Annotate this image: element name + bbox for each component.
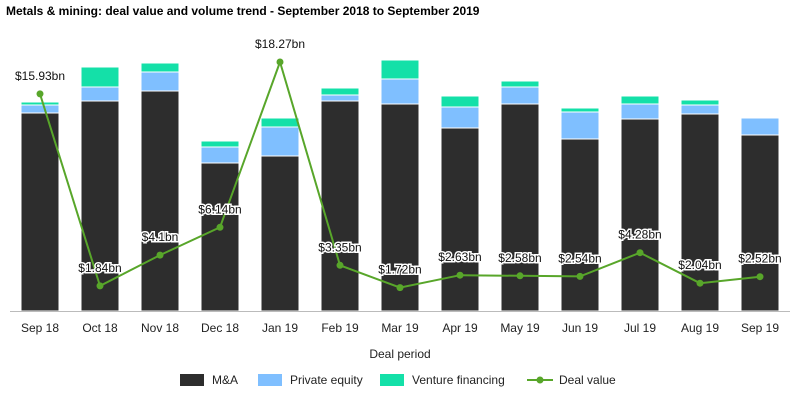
deal-value-label: $4.1bn [142, 230, 179, 244]
deal-value-point [696, 279, 704, 287]
bar-m-a [500, 103, 540, 312]
bar-m-a [200, 162, 240, 312]
x-tick-label: Jan 19 [262, 321, 298, 335]
bar-private-equity [560, 111, 600, 140]
bar-venture-financing [260, 117, 300, 128]
bar-private-equity [20, 104, 60, 114]
bar-venture-financing [20, 101, 60, 106]
bar-venture-financing [740, 116, 780, 119]
bar-venture-financing [620, 95, 660, 105]
x-tick-label: Feb 19 [321, 321, 359, 335]
deal-value-label: $2.58bn [498, 251, 541, 265]
x-tick-label: Aug 19 [681, 321, 719, 335]
x-tick-label: Jun 19 [562, 321, 598, 335]
bar-m-a [320, 100, 360, 312]
deal-value-label: $2.04bn [678, 258, 721, 272]
x-tick-label: Mar 19 [381, 321, 419, 335]
bar-m-a [260, 155, 300, 312]
legend-swatch [180, 374, 204, 386]
bar-private-equity [440, 106, 480, 129]
bar-private-equity [200, 146, 240, 164]
legend-label: Private equity [290, 373, 363, 387]
bar-venture-financing [200, 140, 240, 148]
bar-venture-financing [80, 66, 120, 88]
x-tick-label: Jul 19 [624, 321, 656, 335]
deal-value-label: $1.72bn [378, 263, 421, 277]
bar-venture-financing [320, 87, 360, 96]
deal-value-point [456, 271, 464, 279]
x-tick-label: Apr 19 [442, 321, 478, 335]
bar-private-equity [320, 94, 360, 102]
bar-venture-financing [140, 62, 180, 73]
deal-value-label: $15.93bn [15, 69, 65, 83]
legend-label: Venture financing [412, 373, 505, 387]
deal-value-label: $2.63bn [438, 250, 481, 264]
bar-venture-financing [560, 107, 600, 113]
legend-label: Deal value [559, 373, 616, 387]
bar-private-equity [620, 103, 660, 120]
deal-value-point [216, 223, 224, 231]
bar-m-a [80, 100, 120, 312]
bar-m-a [20, 112, 60, 312]
deal-value-label: $2.52bn [738, 252, 781, 266]
deal-value-point [756, 273, 764, 281]
deal-value-point [516, 272, 524, 280]
x-tick-label: Sep 18 [21, 321, 59, 335]
x-tick-label: Sep 19 [741, 321, 779, 335]
bar-m-a [620, 118, 660, 312]
deal-value-point [96, 282, 104, 290]
bar-private-equity [740, 117, 780, 136]
bar-venture-financing [440, 95, 480, 108]
chart-title: Metals & mining: deal value and volume t… [6, 4, 480, 18]
deal-value-point [336, 261, 344, 269]
legend-swatch [380, 374, 404, 386]
deal-value-label: $1.84bn [78, 261, 121, 275]
bar-private-equity [140, 71, 180, 92]
bar-private-equity [380, 78, 420, 105]
x-axis-title: Deal period [369, 347, 430, 361]
legend-swatch [258, 374, 282, 386]
deal-value-label: $2.54bn [558, 251, 601, 265]
deal-value-label: $3.35bn [318, 240, 361, 254]
bar-m-a [560, 138, 600, 312]
deal-value-point [576, 272, 584, 280]
deal-value-label: $6.14bn [198, 202, 241, 216]
legend-label: M&A [212, 373, 238, 387]
deal-value-point [396, 284, 404, 292]
bar-private-equity [500, 86, 540, 105]
deal-value-point [276, 58, 284, 66]
x-tick-label: Oct 18 [82, 321, 118, 335]
legend-swatch [536, 376, 544, 384]
x-tick-label: May 19 [500, 321, 540, 335]
bar-private-equity [80, 86, 120, 102]
bar-m-a [740, 134, 780, 312]
deal-value-label: $4.28bn [618, 228, 661, 242]
bar-venture-financing [680, 99, 720, 106]
bar-private-equity [260, 126, 300, 157]
bar-venture-financing [380, 59, 420, 80]
bar-m-a [440, 127, 480, 312]
bar-venture-financing [500, 80, 540, 88]
bar-private-equity [680, 104, 720, 115]
deal-value-label: $18.27bn [255, 37, 305, 51]
bar-m-a [380, 103, 420, 312]
x-tick-label: Nov 18 [141, 321, 179, 335]
deal-value-point [636, 249, 644, 257]
x-tick-label: Dec 18 [201, 321, 239, 335]
deal-value-point [36, 90, 44, 98]
deal-value-point [156, 251, 164, 259]
bar-m-a [140, 90, 180, 312]
